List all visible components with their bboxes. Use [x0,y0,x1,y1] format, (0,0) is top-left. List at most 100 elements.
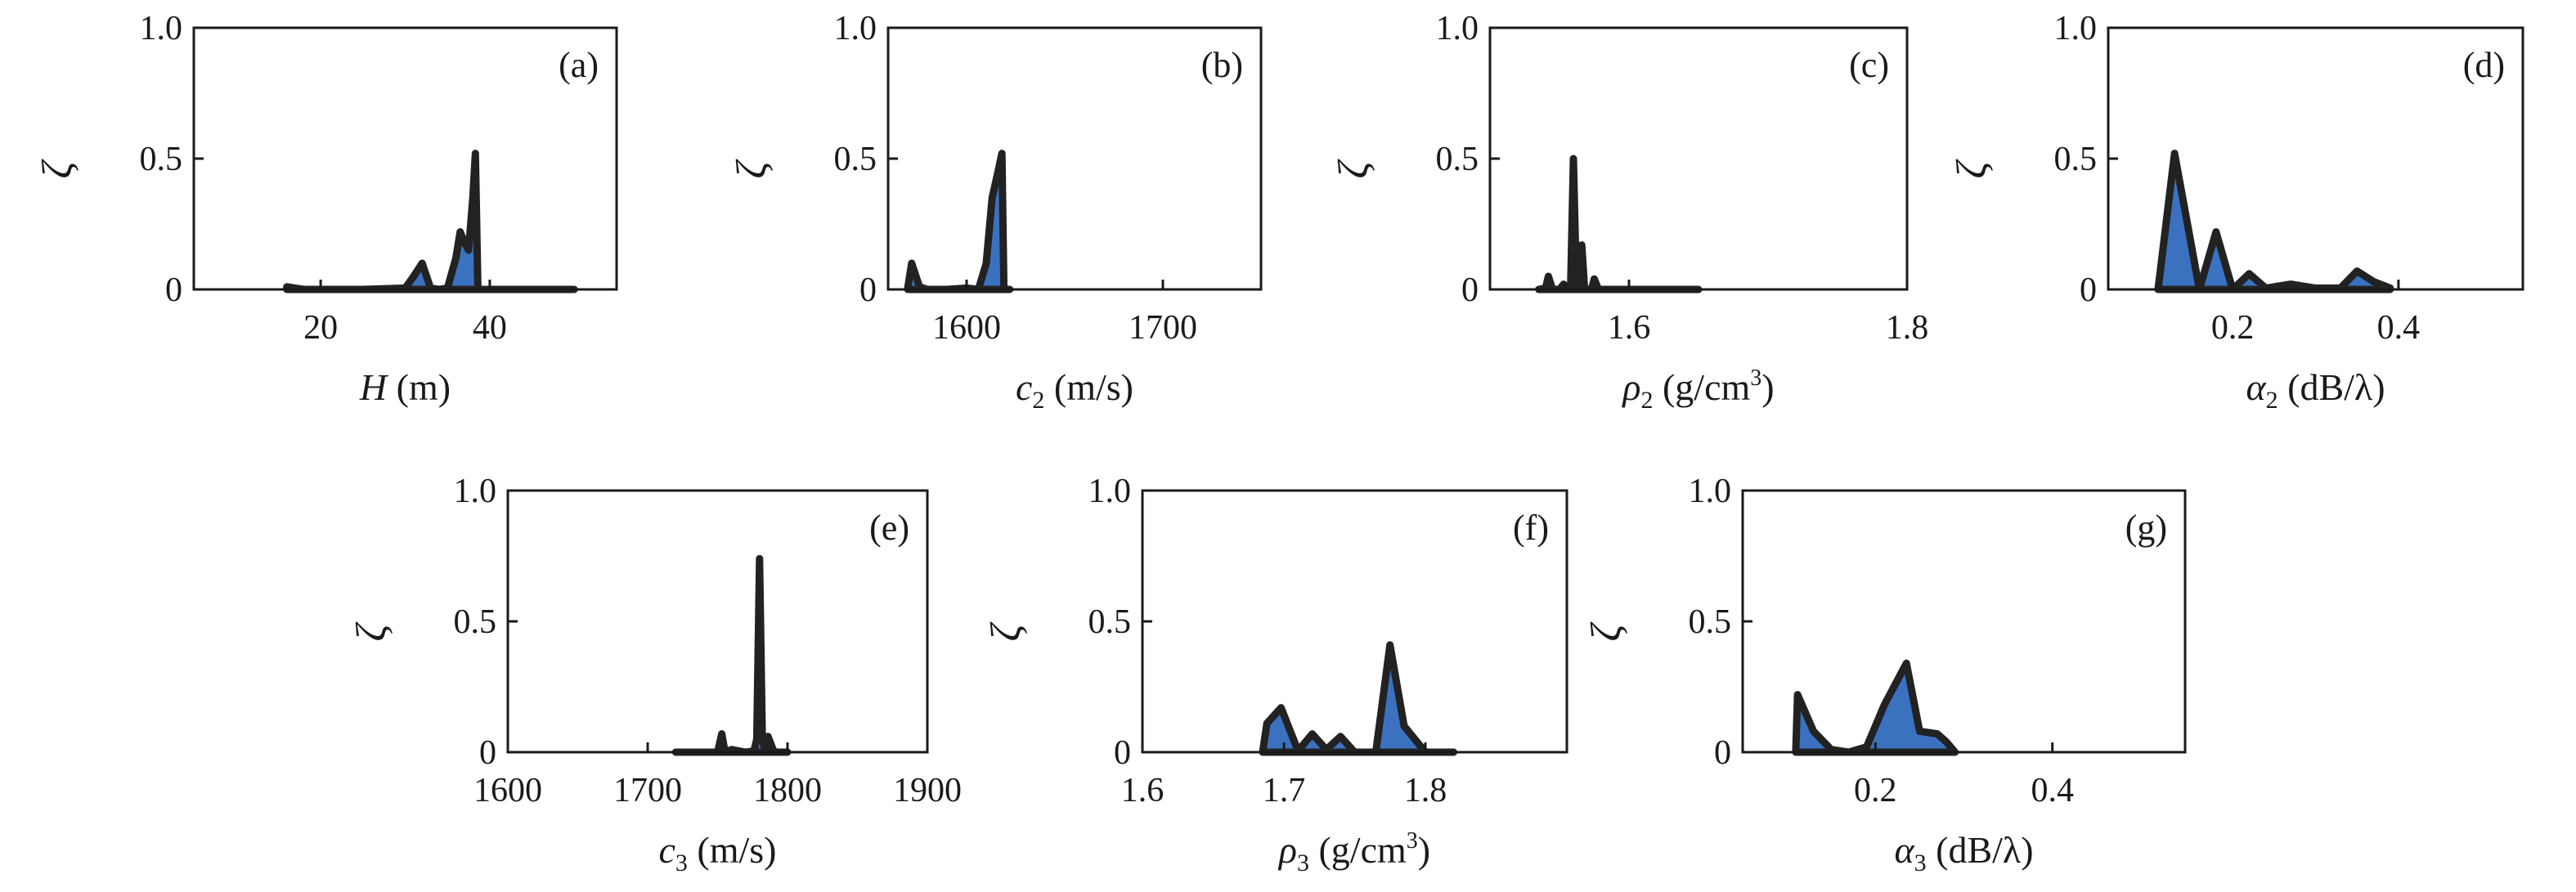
x-axis-superscript: 3 [1407,828,1418,854]
x-tick-label: 1600 [932,309,1001,347]
data-area [671,554,792,756]
x-tick-label: 0.4 [2377,309,2421,347]
x-axis-label: α2 (dB/λ) [2246,366,2385,414]
y-axis-label: ζ [729,159,775,179]
x-axis-label: c3 (m/s) [658,829,776,876]
x-axis-label: ρ2 (g/cm3) [1621,365,1774,414]
y-tick-label: 0.5 [834,141,877,178]
x-axis-unit: (m/s) [1044,366,1133,408]
chart-panel-1: 0 0.5 1.0 20 40 ζ (a) H (m) [34,10,618,408]
x-tick-label: 1900 [893,772,962,809]
panel-label: (d) [2463,45,2505,85]
x-tick-label: 1800 [753,772,822,809]
y-axis-label: ζ [1583,622,1630,642]
x-axis-label: ρ3 (g/cm3) [1277,828,1430,876]
y-tick-label: 0 [1114,734,1131,772]
chart-panel-7: 0 0.5 1.0 0.2 0.4 ζ (g) α3 (dB/λ) [1583,473,2187,876]
x-axis-subscript: 3 [1914,849,1927,876]
axes-frame [1141,489,1568,754]
x-tick-label: 1.8 [1886,309,1929,347]
x-tick-label: 1.8 [1404,772,1447,809]
x-tick-label: 1700 [613,772,682,809]
y-tick-label: 0.5 [454,603,497,641]
y-tick-label: 0 [479,734,496,772]
chart-panel-5: 0 0.5 1.0 1600 1700 1800 1900 ζ (e) c3 (m/s) [348,473,962,876]
y-tick-label: 0 [1714,734,1731,772]
x-axis-unit: (dB/λ) [2278,366,2385,408]
x-axis-unit: (m) [387,366,451,408]
y-tick-label: 1.0 [140,10,183,47]
chart-panel-2: 0 0.5 1.0 1600 1700 ζ (b) c2 (m/s) [729,10,1263,414]
x-axis-symbol: H [359,366,389,408]
panel-label: (b) [1201,45,1243,85]
axes-frame [1488,26,1909,291]
x-tick-label: 1700 [1129,309,1197,347]
y-tick-label: 0 [2080,271,2097,309]
y-axis-label: ζ [1949,159,1995,179]
panel-label: (c) [1849,45,1889,85]
data-area [904,150,1014,294]
y-tick-label: 1.0 [1088,473,1132,510]
x-axis-label: α3 (dB/λ) [1894,829,2033,876]
chart-panel-6: 00.51.01.6 1.7 1.8ζ(f)ρ3 (g/cm3) [983,473,1568,876]
x-axis-subscript: 3 [675,849,688,876]
x-tick-label: 0.2 [1854,772,1897,809]
y-axis-label: ζ [348,622,395,642]
y-axis-label: ζ [983,622,1030,642]
x-tick-label: 40 [473,309,507,347]
data-area [283,150,578,294]
x-axis-subscript: 2 [2266,387,2278,414]
y-tick-label: 1.0 [2054,10,2098,47]
y-tick-label: 1.0 [834,10,877,47]
x-tick-label: 0.2 [2211,309,2255,347]
x-axis-unit: (g/cm [1653,366,1750,408]
data-area [2154,150,2394,294]
x-axis-label: c2 (m/s) [1016,366,1133,414]
y-tick-label: 1.0 [454,473,497,510]
x-axis-unit: (g/cm [1309,829,1407,871]
x-axis-unit: (m/s) [688,829,777,871]
x-axis-symbol: α [1894,829,1914,871]
chart-panel-4: 0 0.5 1.0 0.2 0.4 ζ (d) α2 (dB/λ) [1949,10,2524,414]
y-tick-label: 0 [165,271,182,309]
panel-label: (a) [559,45,599,85]
panel-label: (f) [1513,508,1549,548]
x-axis-superscript: 3 [1750,365,1761,391]
panel-label: (g) [2125,508,2167,548]
y-tick-label: 0 [859,271,877,309]
x-axis-subscript: 2 [1032,387,1044,414]
data-area [1259,641,1458,756]
x-tick-label: 1.6 [1608,309,1651,347]
x-axis-symbol: ρ [1621,366,1640,408]
y-tick-label: 0.5 [140,141,183,178]
x-axis-subscript: 2 [1640,387,1653,414]
y-tick-label: 0 [1461,271,1479,309]
x-axis-symbol: α [2246,366,2266,408]
x-axis-symbol: ρ [1277,829,1297,871]
x-axis-symbol: c [1016,366,1032,408]
x-axis-symbol: c [658,829,675,871]
chart-panel-3: 0 0.5 1.0 1.6 1.8 ζ (c) ρ2 (g/cm3) [1331,10,1928,414]
data-area [1535,155,1703,294]
y-tick-label: 0.5 [1088,603,1132,641]
y-tick-label: 1.0 [1436,10,1479,47]
panel-label: (e) [869,508,909,548]
x-tick-label: 0.4 [2031,772,2074,809]
x-axis-unit-tail: ) [1418,829,1430,871]
axes-frame [192,26,618,291]
y-tick-label: 0.5 [1436,141,1479,178]
x-axis-label: H (m) [359,366,451,408]
x-axis-subscript: 3 [1297,849,1309,876]
y-tick-label: 0.5 [2054,141,2098,178]
x-tick-label: 1.7 [1263,772,1306,809]
y-tick-label: 0.5 [1689,603,1732,641]
y-axis-label: ζ [1331,159,1377,179]
data-area [1792,659,1959,756]
y-tick-label: 1.0 [1689,473,1732,510]
x-tick-label: 1.6 [1121,772,1165,809]
x-tick-label: 20 [303,309,338,347]
axes-frame [506,489,929,754]
x-tick-label: 1600 [473,772,542,809]
x-axis-unit-tail: ) [1761,366,1774,408]
